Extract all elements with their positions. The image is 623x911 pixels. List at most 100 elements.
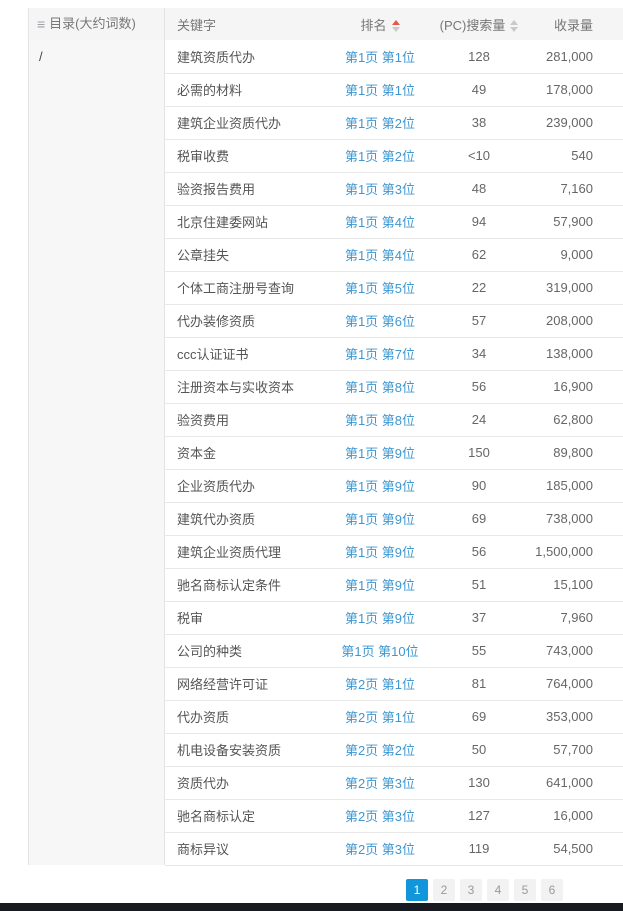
table-row: 商标异议 第2页 第3位 119 54,500 xyxy=(165,832,623,866)
search-volume-cell: 56 xyxy=(435,535,523,569)
rank-link[interactable]: 第1页 第9位 xyxy=(344,545,416,560)
rank-link[interactable]: 第1页 第9位 xyxy=(344,446,416,461)
table-row: 必需的材料 第1页 第1位 49 178,000 xyxy=(165,73,623,107)
table-row: 资质代办 第2页 第3位 130 641,000 xyxy=(165,766,623,800)
table-body: 建筑资质代办 第1页 第1位 128 281,000 必需的材料 第1页 第1位… xyxy=(165,40,623,866)
rank-link[interactable]: 第1页 第6位 xyxy=(344,314,416,329)
column-header-rank[interactable]: 排名 xyxy=(325,8,435,40)
table-row: 资本金 第1页 第9位 150 89,800 xyxy=(165,436,623,470)
index-volume-cell: 1,500,000 xyxy=(523,535,623,569)
rank-cell: 第1页 第5位 xyxy=(325,271,435,305)
rank-link[interactable]: 第1页 第8位 xyxy=(344,380,416,395)
rank-link[interactable]: 第2页 第3位 xyxy=(344,776,416,791)
index-volume-cell: 239,000 xyxy=(523,106,623,140)
table-row: 公章挂失 第1页 第4位 62 9,000 xyxy=(165,238,623,272)
rank-link[interactable]: 第2页 第3位 xyxy=(344,842,416,857)
table-row: 建筑企业资质代理 第1页 第9位 56 1,500,000 xyxy=(165,535,623,569)
rank-link[interactable]: 第1页 第8位 xyxy=(344,413,416,428)
pagination-page-button[interactable]: 2 xyxy=(433,879,455,901)
rank-cell: 第2页 第1位 xyxy=(325,700,435,734)
index-volume-cell: 7,160 xyxy=(523,172,623,206)
rank-link[interactable]: 第1页 第2位 xyxy=(344,149,416,164)
index-volume-cell: 764,000 xyxy=(523,667,623,701)
keyword-cell: 公司的种类 xyxy=(165,634,325,668)
rank-link[interactable]: 第2页 第1位 xyxy=(344,677,416,692)
table-header-row: 关键字 排名 (PC)搜索量 收录量 xyxy=(165,8,623,40)
sidebar-item-root-directory[interactable]: / xyxy=(39,49,43,64)
table-row: 企业资质代办 第1页 第9位 90 185,000 xyxy=(165,469,623,503)
rank-cell: 第2页 第3位 xyxy=(325,799,435,833)
rank-cell: 第1页 第9位 xyxy=(325,601,435,635)
keyword-cell: 机电设备安装资质 xyxy=(165,733,325,767)
index-volume-cell: 9,000 xyxy=(523,238,623,272)
rank-link[interactable]: 第1页 第4位 xyxy=(344,248,416,263)
rank-link[interactable]: 第2页 第1位 xyxy=(344,710,416,725)
keyword-table-panel: 关键字 排名 (PC)搜索量 收录量 建筑资质代办 第1页 第1位 128 28… xyxy=(165,8,623,866)
sidebar-header: ≡ 目录(大约词数) xyxy=(29,8,164,40)
sort-arrows-icon-search-volume[interactable] xyxy=(510,20,519,33)
search-volume-cell: 130 xyxy=(435,766,523,800)
search-volume-cell: 127 xyxy=(435,799,523,833)
sidebar-title: 目录(大约词数) xyxy=(49,16,136,31)
column-header-search-volume[interactable]: (PC)搜索量 xyxy=(435,8,523,40)
keyword-cell: 驰名商标认定条件 xyxy=(165,568,325,602)
keyword-cell: 必需的材料 xyxy=(165,73,325,107)
rank-cell: 第1页 第10位 xyxy=(325,634,435,668)
keyword-cell: 税审 xyxy=(165,601,325,635)
rank-link[interactable]: 第1页 第9位 xyxy=(344,479,416,494)
pagination-page-button[interactable]: 1 xyxy=(406,879,428,901)
rank-link[interactable]: 第2页 第3位 xyxy=(344,809,416,824)
search-volume-cell: 56 xyxy=(435,370,523,404)
rank-link[interactable]: 第1页 第3位 xyxy=(344,182,416,197)
rank-link[interactable]: 第1页 第10位 xyxy=(341,644,419,659)
rank-cell: 第1页 第2位 xyxy=(325,139,435,173)
search-volume-cell: 69 xyxy=(435,700,523,734)
search-volume-cell: 57 xyxy=(435,304,523,338)
rank-link[interactable]: 第1页 第4位 xyxy=(344,215,416,230)
table-row: 建筑代办资质 第1页 第9位 69 738,000 xyxy=(165,502,623,536)
rank-cell: 第1页 第1位 xyxy=(325,40,435,74)
list-menu-icon: ≡ xyxy=(37,16,46,32)
rank-link[interactable]: 第1页 第9位 xyxy=(344,578,416,593)
sort-arrows-icon-rank[interactable] xyxy=(391,20,400,33)
pagination-page-button[interactable]: 6 xyxy=(541,879,563,901)
index-volume-cell: 353,000 xyxy=(523,700,623,734)
rank-link[interactable]: 第2页 第2位 xyxy=(344,743,416,758)
keyword-cell: 验资费用 xyxy=(165,403,325,437)
rank-cell: 第1页 第9位 xyxy=(325,535,435,569)
rank-link[interactable]: 第1页 第7位 xyxy=(344,347,416,362)
pagination-page-button[interactable]: 3 xyxy=(460,879,482,901)
index-volume-cell: 641,000 xyxy=(523,766,623,800)
rank-cell: 第1页 第7位 xyxy=(325,337,435,371)
search-volume-cell: <10 xyxy=(435,139,523,173)
search-volume-cell: 22 xyxy=(435,271,523,305)
index-volume-cell: 138,000 xyxy=(523,337,623,371)
rank-cell: 第1页 第9位 xyxy=(325,568,435,602)
search-volume-cell: 50 xyxy=(435,733,523,767)
table-row: 建筑企业资质代办 第1页 第2位 38 239,000 xyxy=(165,106,623,140)
rank-link[interactable]: 第1页 第9位 xyxy=(344,611,416,626)
index-volume-cell: 62,800 xyxy=(523,403,623,437)
rank-link[interactable]: 第1页 第9位 xyxy=(344,512,416,527)
index-volume-cell: 743,000 xyxy=(523,634,623,668)
keyword-cell: 北京住建委网站 xyxy=(165,205,325,239)
rank-link[interactable]: 第1页 第1位 xyxy=(344,49,416,65)
keyword-cell: 驰名商标认定 xyxy=(165,799,325,833)
pagination-page-button[interactable]: 5 xyxy=(514,879,536,901)
table-row: 建筑资质代办 第1页 第1位 128 281,000 xyxy=(165,40,623,74)
rank-cell: 第1页 第2位 xyxy=(325,106,435,140)
search-volume-cell: 55 xyxy=(435,634,523,668)
column-header-rank-label: 排名 xyxy=(360,17,387,33)
keyword-cell: 注册资本与实收资本 xyxy=(165,370,325,404)
rank-link[interactable]: 第1页 第2位 xyxy=(344,116,416,131)
keyword-cell: 个体工商注册号查询 xyxy=(165,271,325,305)
table-row: 驰名商标认定条件 第1页 第9位 51 15,100 xyxy=(165,568,623,602)
table-row: 税审收费 第1页 第2位 <10 540 xyxy=(165,139,623,173)
table-row: 税审 第1页 第9位 37 7,960 xyxy=(165,601,623,635)
rank-cell: 第1页 第9位 xyxy=(325,436,435,470)
pagination-page-button[interactable]: 4 xyxy=(487,879,509,901)
rank-link[interactable]: 第1页 第1位 xyxy=(344,83,416,98)
rank-link[interactable]: 第1页 第5位 xyxy=(344,281,416,296)
